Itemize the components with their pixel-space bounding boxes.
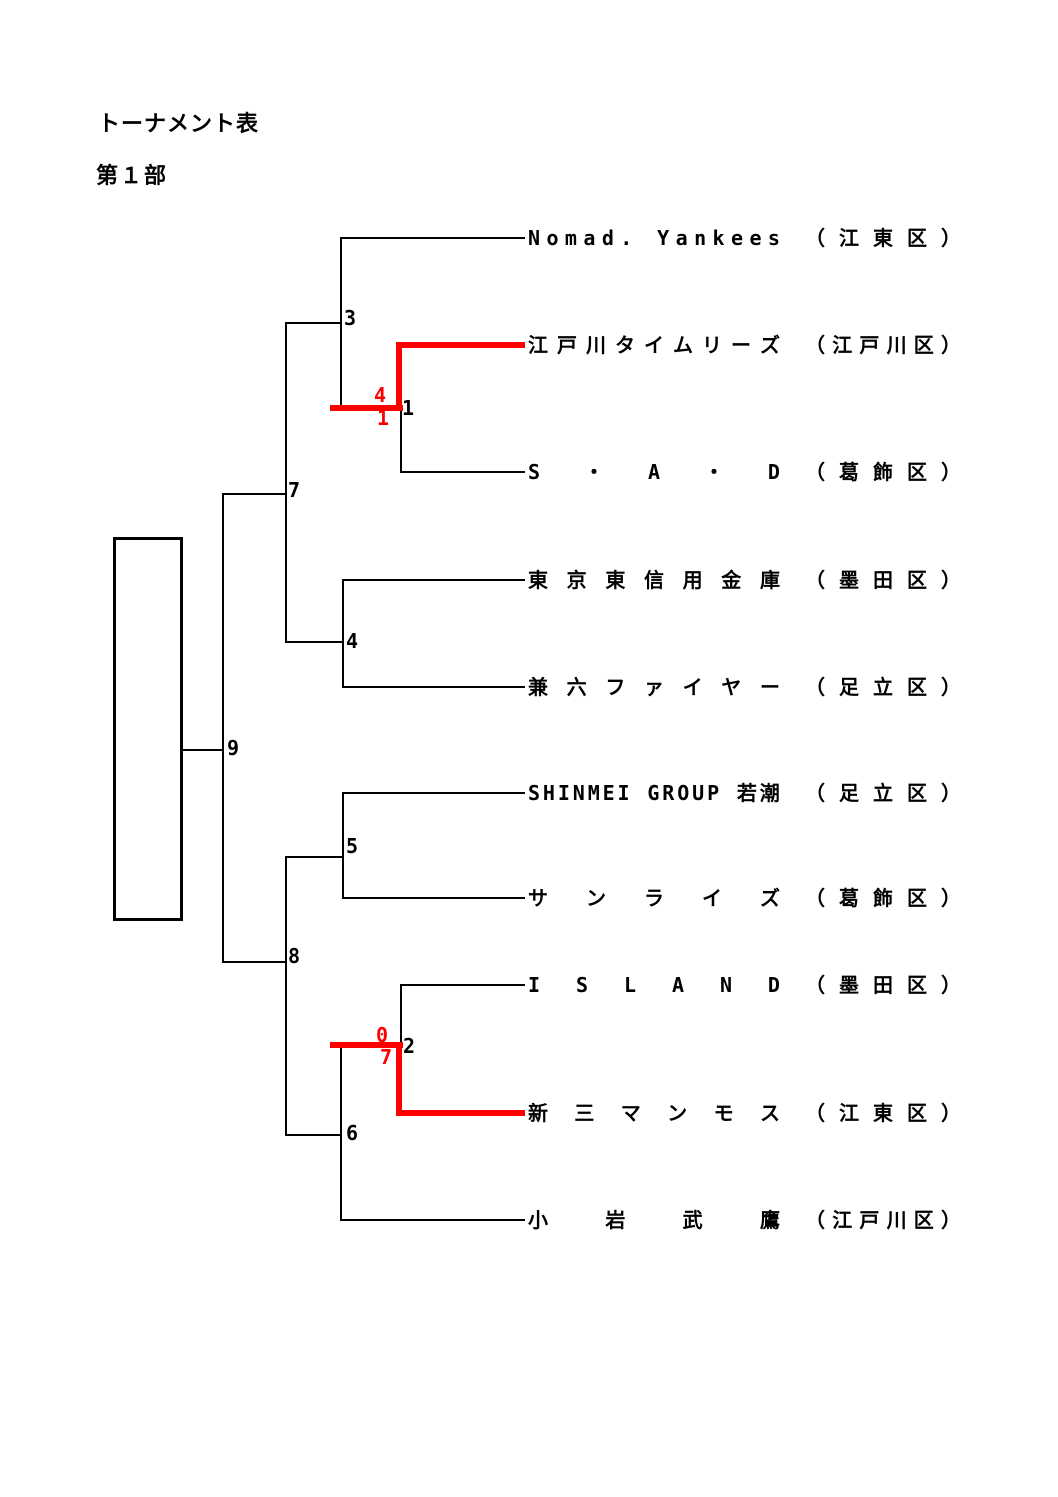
team-name: 江戸川タイムリーズ	[528, 333, 780, 357]
champion-box	[113, 537, 183, 921]
team-5-line	[342, 686, 525, 688]
match-5-bracket-vertical	[342, 792, 344, 899]
team-district: （葛飾区）	[805, 886, 961, 910]
match-2-score-top: 0	[376, 1023, 389, 1047]
team-6-line	[342, 792, 525, 794]
match-9-out-line	[183, 749, 224, 751]
team-name: 小岩武鷹	[528, 1208, 780, 1232]
match-1-score-top: 4	[374, 383, 387, 407]
team-district: （江戸川区）	[805, 1208, 961, 1232]
match-8-out-line	[222, 961, 287, 963]
match-number-7: 7	[288, 478, 301, 502]
match-6-out-line	[285, 1134, 342, 1136]
match-number-4: 4	[346, 629, 359, 653]
team-4-line	[342, 579, 525, 581]
team-district: （墨田区）	[805, 973, 961, 997]
page-title: トーナメント表	[98, 112, 260, 137]
match-4-out-line	[285, 641, 344, 643]
team-district: （葛飾区）	[805, 460, 961, 484]
team-9-winner-line	[400, 1110, 525, 1116]
match-8-bracket-vertical	[285, 856, 287, 1136]
match-number-9: 9	[227, 736, 240, 760]
team-district: （江東区）	[805, 1101, 961, 1125]
match-number-1: 1	[402, 396, 415, 420]
match-1-winner-path	[330, 405, 403, 411]
match-9-bracket-vertical	[222, 493, 224, 963]
team-district: （江東区）	[805, 226, 961, 250]
team-2-winner-line	[400, 342, 525, 348]
match-number-6: 6	[346, 1121, 359, 1145]
team-district: （墨田区）	[805, 568, 961, 592]
match-number-2: 2	[403, 1034, 416, 1058]
team-name: 新三マンモス	[528, 1101, 780, 1125]
match-2-winner-vertical	[396, 1042, 402, 1116]
match-6-bracket-vertical	[340, 1045, 342, 1221]
team-district: （足立区）	[805, 675, 961, 699]
match-7-out-line	[222, 493, 287, 495]
match-4-bracket-vertical	[342, 579, 344, 688]
team-name: サンライズ	[528, 886, 780, 910]
match-3-out-line	[285, 322, 342, 324]
match-1-lower-vertical	[400, 408, 402, 473]
team-10-line	[340, 1219, 525, 1221]
match-1-winner-vertical	[396, 342, 402, 411]
team-name: 兼六ファイヤー	[528, 675, 780, 699]
match-number-5: 5	[346, 834, 359, 858]
match-number-3: 3	[344, 306, 357, 330]
match-2-winner-path	[330, 1042, 403, 1048]
match-2-upper-vertical	[400, 985, 402, 1047]
match-7-bracket-vertical	[285, 322, 287, 643]
team-name: S ・ A ・ D	[528, 460, 780, 484]
team-1-line	[340, 237, 525, 239]
team-8-line	[400, 984, 525, 986]
match-1-score-bottom: 1	[377, 406, 390, 430]
match-2-score-bottom: 7	[380, 1045, 393, 1069]
match-number-8: 8	[288, 944, 301, 968]
team-7-line	[342, 897, 525, 899]
team-3-line	[400, 471, 525, 473]
team-name: 東京東信用金庫	[528, 568, 780, 592]
section-label: 第１部	[96, 164, 169, 189]
match-3-bracket-vertical	[340, 237, 342, 407]
team-district: （江戸川区）	[805, 333, 961, 357]
match-5-out-line	[285, 856, 344, 858]
team-district: （足立区）	[805, 781, 961, 805]
